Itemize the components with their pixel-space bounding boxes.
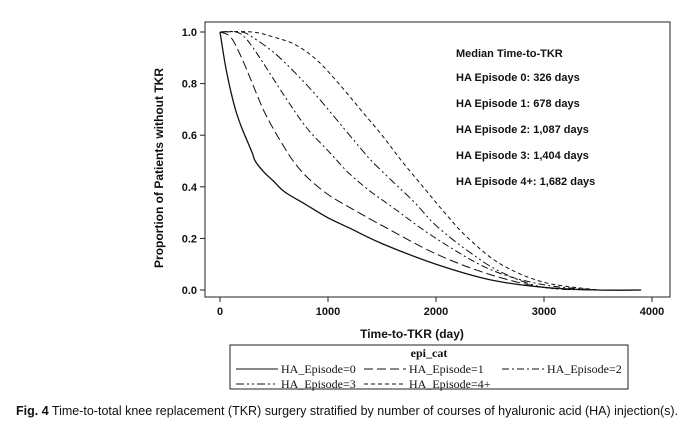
y-axis: 0.0 0.2 0.4 0.6 0.8 1.0	[182, 27, 205, 297]
y-tick-label: 0.2	[182, 233, 197, 245]
x-axis: 0 1000 2000 3000 4000	[217, 297, 664, 318]
y-axis-label: Proportion of Patients without TKR	[152, 68, 166, 268]
annotation-line: HA Episode 0: 326 days	[456, 72, 580, 84]
y-tick-label: 0.0	[182, 285, 197, 297]
legend-entry: HA_Episode=4+	[364, 377, 491, 391]
annotation-line: HA Episode 3: 1,404 days	[456, 150, 589, 162]
annotation-title: Median Time-to-TKR	[456, 48, 563, 60]
figure-label: Fig. 4	[16, 404, 49, 418]
x-tick-label: 2000	[424, 306, 448, 318]
x-tick-label: 0	[217, 306, 223, 318]
legend-label: HA_Episode=4+	[409, 377, 491, 391]
y-tick-label: 1.0	[182, 27, 197, 39]
legend-label: HA_Episode=1	[409, 362, 484, 376]
legend: epi_cat HA_Episode=0 HA_Episode=1 HA_Epi…	[229, 344, 629, 391]
x-axis-label: Time-to-TKR (day)	[360, 327, 464, 341]
legend-label: HA_Episode=2	[547, 362, 622, 376]
legend-title: epi_cat	[411, 346, 448, 360]
x-tick-label: 3000	[532, 306, 556, 318]
annotation-line: HA Episode 4+: 1,682 days	[456, 176, 595, 188]
km-chart: 0 1000 2000 3000 4000 0.0 0.2 0.4 0.6 0.8 1.0 Tim…	[152, 21, 671, 391]
median-annotation: Median Time-to-TKR HA Episode 0: 326 day…	[456, 48, 595, 188]
legend-label: HA_Episode=3	[281, 377, 356, 391]
legend-box	[229, 344, 629, 390]
annotation-line: HA Episode 1: 678 days	[456, 98, 580, 110]
series-line-4	[219, 31, 599, 291]
series-line-2	[219, 30, 599, 291]
figure-caption-text: Time-to-total knee replacement (TKR) sur…	[51, 404, 679, 418]
legend-entry: HA_Episode=0	[236, 362, 356, 376]
series-line-0	[219, 31, 642, 291]
legend-label: HA_Episode=0	[281, 362, 356, 376]
legend-entry: HA_Episode=3	[236, 377, 356, 391]
plot-frame	[204, 21, 671, 298]
plot-area: 0 1000 2000 3000 4000 0.0 0.2 0.4 0.6 0.8 1.0	[182, 21, 671, 318]
legend-entry: HA_Episode=1	[364, 362, 484, 376]
x-tick-label: 1000	[316, 306, 340, 318]
series-layer	[219, 30, 642, 291]
series-line-3	[219, 31, 599, 291]
figure-caption: Fig. 4 Time-to-total knee replacement (T…	[16, 404, 678, 418]
y-tick-label: 0.8	[182, 79, 197, 91]
y-tick-label: 0.4	[182, 182, 198, 194]
legend-entry: HA_Episode=2	[502, 362, 622, 376]
series-line-1	[219, 31, 599, 291]
x-tick-label: 4000	[640, 306, 664, 318]
y-tick-label: 0.6	[182, 130, 197, 142]
annotation-line: HA Episode 2: 1,087 days	[456, 124, 589, 136]
